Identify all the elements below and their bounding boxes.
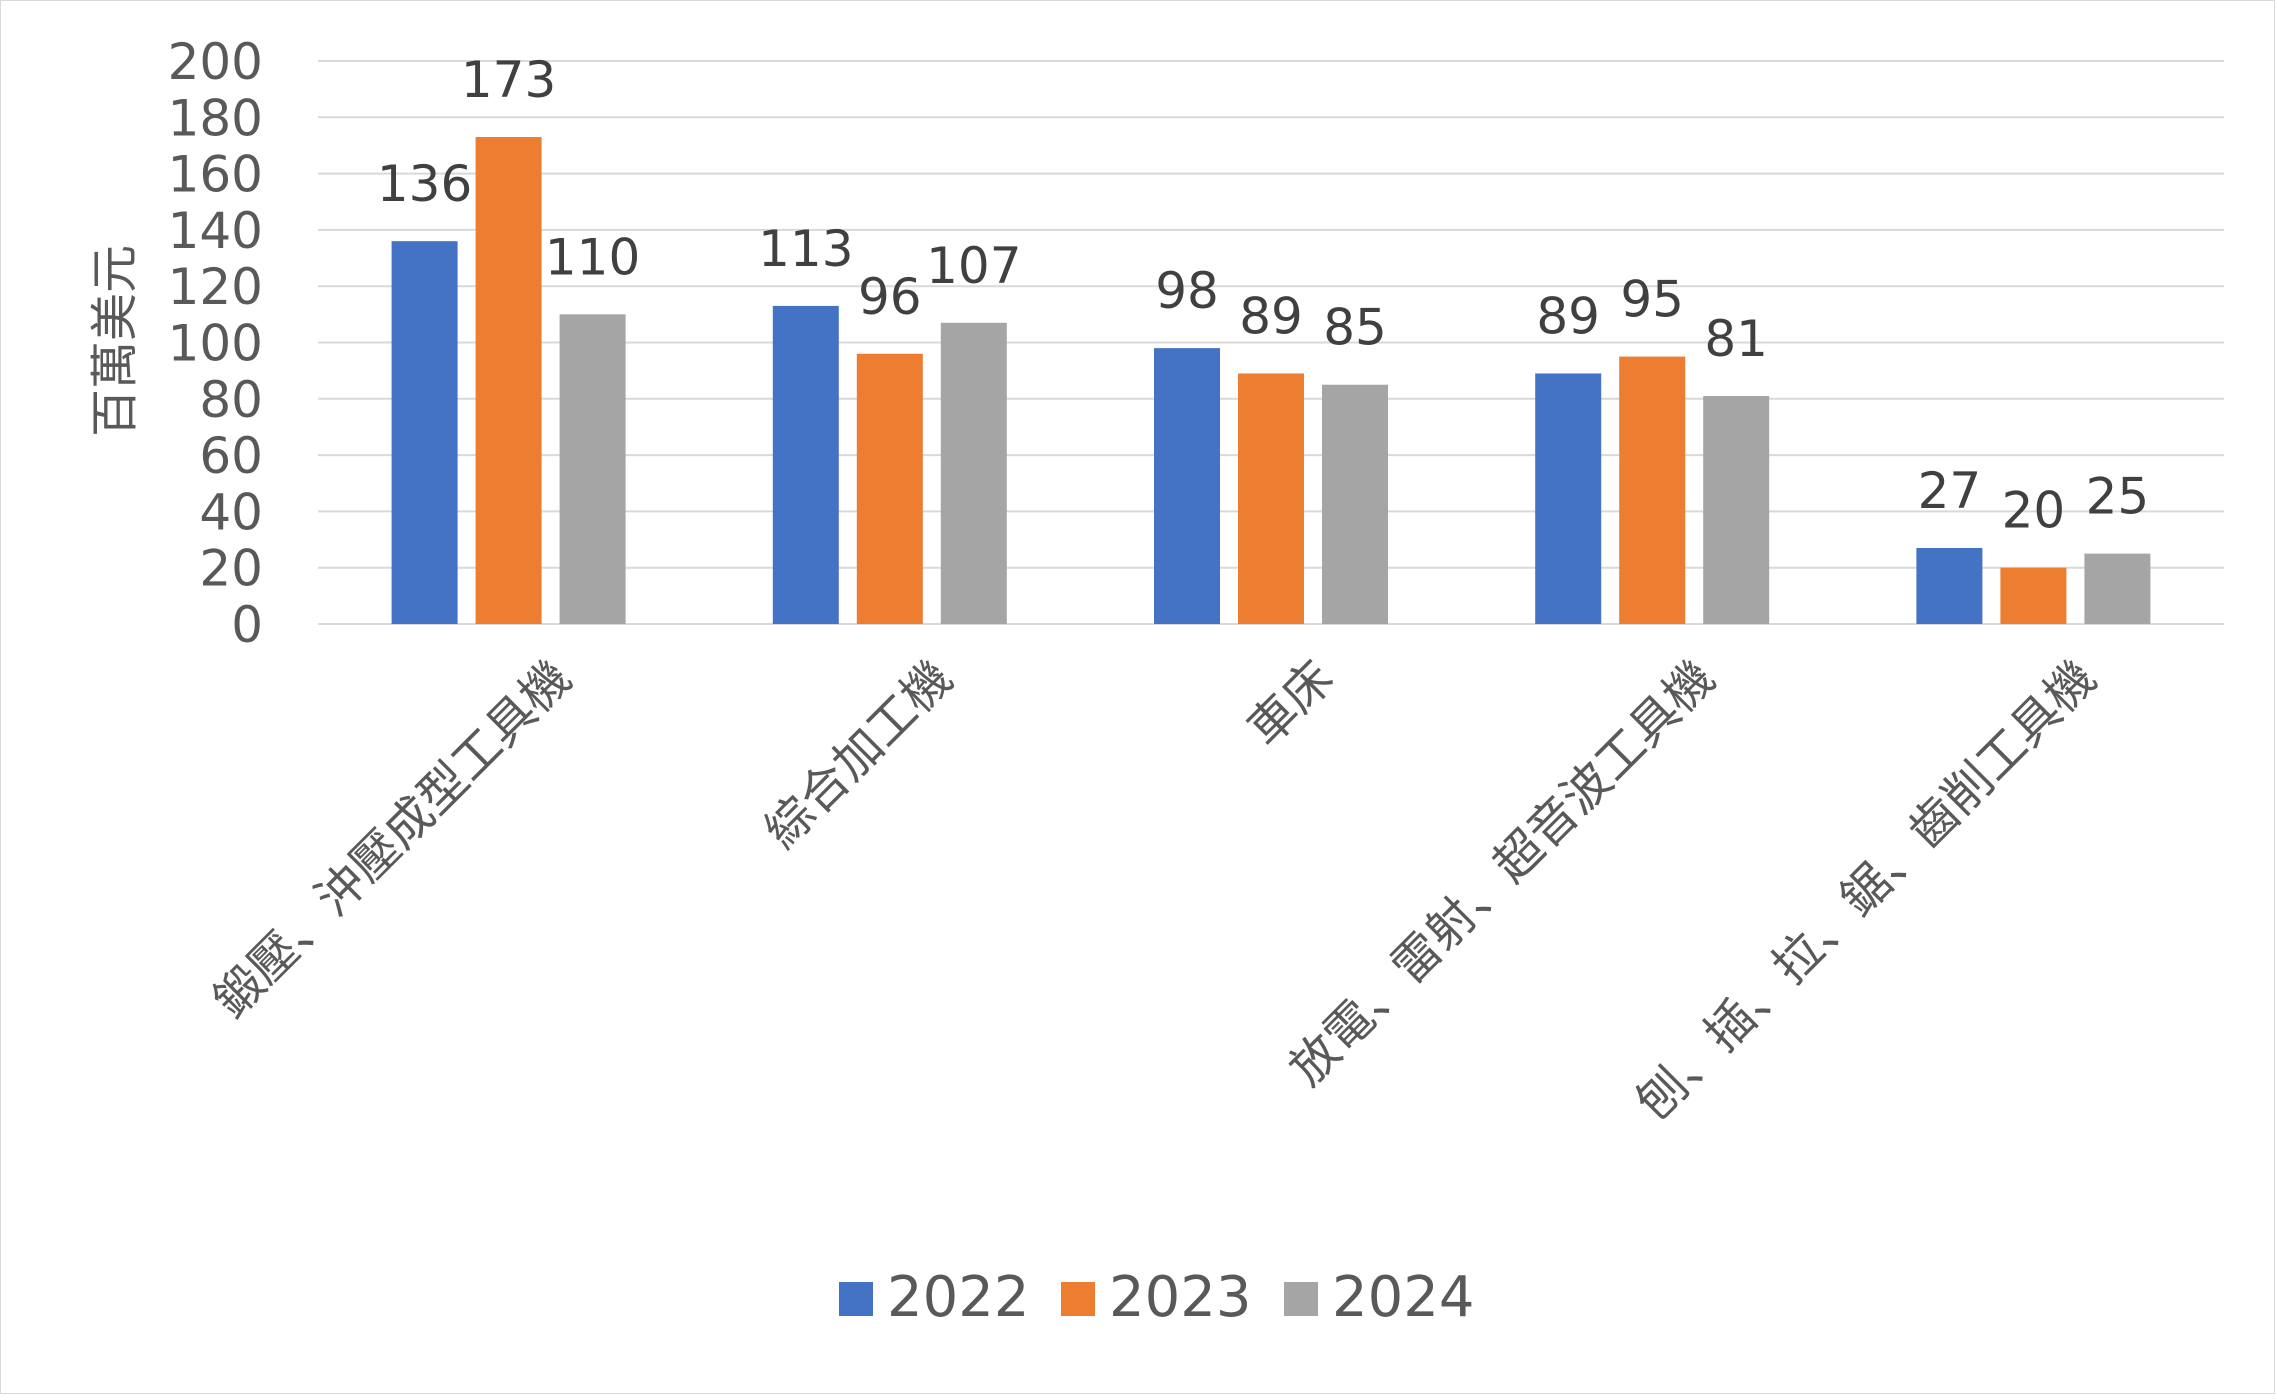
legend-item-2023[interactable]: 2023 — [1061, 1265, 1252, 1330]
bar-2023-0 — [475, 137, 542, 624]
bar-2022-3 — [1535, 373, 1602, 624]
data-label: 96 — [858, 268, 922, 326]
legend[interactable]: 2022 2023 2024 — [839, 1265, 1475, 1330]
category-label: 放電、雷射、超音波工具機 — [1279, 650, 1726, 1097]
y-tick-label: 40 — [199, 483, 263, 541]
data-label: 110 — [545, 228, 640, 286]
bars — [391, 137, 2151, 624]
bar-2023-1 — [856, 353, 923, 624]
legend-swatch — [1061, 1282, 1095, 1316]
y-tick-label: 180 — [168, 89, 263, 147]
bar-2022-0 — [391, 241, 458, 624]
bar-2022-4 — [1916, 547, 1983, 624]
bar-2024-0 — [559, 314, 626, 624]
bar-2024-2 — [1322, 384, 1388, 624]
y-tick-label: 60 — [199, 427, 263, 485]
data-label: 81 — [1704, 310, 1768, 368]
bar-2022-1 — [772, 305, 839, 624]
data-label: 107 — [926, 237, 1021, 295]
data-label: 89 — [1536, 287, 1600, 345]
category-label: 鍛壓、沖壓成型工具機 — [203, 650, 582, 1029]
data-label: 89 — [1239, 287, 1303, 345]
bar-2023-4 — [2000, 567, 2067, 624]
legend-label: 2024 — [1332, 1265, 1475, 1330]
category-labels: 鍛壓、沖壓成型工具機 綜合加工機 車床放電、雷射、超音波工具機刨、插、拉、鋸、齒削工… — [203, 650, 2107, 1131]
data-label: 85 — [1323, 299, 1387, 357]
bar-2024-4 — [2084, 553, 2151, 624]
bar-2024-1 — [940, 322, 1007, 624]
y-tick-label: 80 — [199, 371, 263, 429]
y-tick-label: 120 — [168, 258, 263, 316]
y-tick-label: 140 — [168, 202, 263, 260]
data-label: 173 — [461, 51, 556, 109]
y-axis-title: 百萬美元 — [87, 245, 143, 437]
bar-2023-3 — [1619, 356, 1686, 624]
y-tick-label: 160 — [168, 146, 263, 204]
data-label: 136 — [377, 155, 472, 213]
data-label: 98 — [1155, 262, 1219, 320]
bar-2022-2 — [1154, 348, 1220, 624]
legend-item-2024[interactable]: 2024 — [1284, 1265, 1475, 1330]
category-label: 刨、插、拉、鋸、齒削工具機 — [1626, 650, 2107, 1131]
data-label: 20 — [2002, 482, 2066, 540]
y-tick-label: 200 — [168, 33, 263, 91]
legend-item-2022[interactable]: 2022 — [839, 1265, 1030, 1330]
y-tick-label: 100 — [168, 315, 263, 373]
bar-2024-3 — [1703, 395, 1770, 624]
data-label: 113 — [758, 220, 853, 278]
category-label: 綜合加工機 — [754, 650, 963, 859]
category-label: 車床 — [1237, 650, 1344, 757]
data-label: 25 — [2086, 468, 2150, 526]
data-label: 27 — [1918, 462, 1982, 520]
legend-label: 2022 — [887, 1265, 1030, 1330]
legend-swatch — [839, 1282, 873, 1316]
y-tick-label: 0 — [231, 596, 263, 654]
bar-2023-2 — [1238, 373, 1304, 624]
legend-label: 2023 — [1109, 1265, 1252, 1330]
legend-swatch — [1284, 1282, 1318, 1316]
data-label: 95 — [1620, 271, 1684, 329]
y-tick-label: 20 — [199, 540, 263, 598]
